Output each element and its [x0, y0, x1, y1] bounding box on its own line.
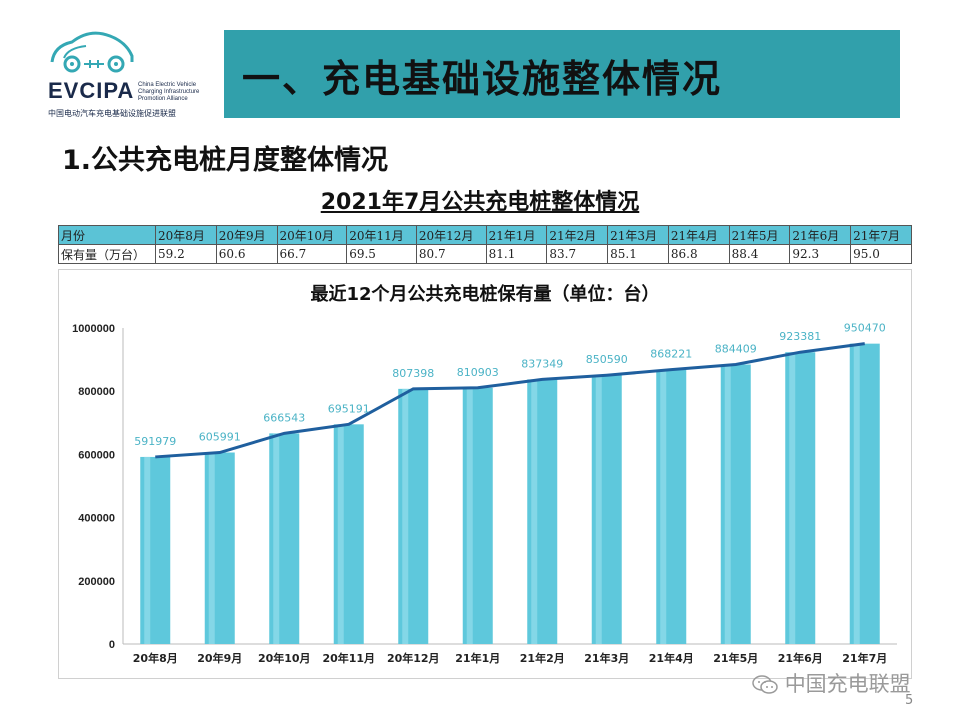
value-cell: 80.7 — [415, 244, 487, 264]
data-label: 666543 — [263, 411, 305, 424]
bar-highlight — [273, 433, 280, 644]
logo-chinese-name: 中国电动汽车充电基础设施促进联盟 — [48, 109, 176, 118]
bar-highlight — [337, 424, 344, 644]
month-header-cell: 21年5月 — [728, 225, 791, 245]
x-tick-label: 21年7月 — [842, 651, 887, 665]
data-label: 850590 — [586, 353, 628, 366]
value-cell: 86.8 — [667, 244, 730, 264]
bar-highlight — [466, 387, 473, 644]
wechat-icon — [752, 675, 778, 694]
trend-line — [155, 342, 865, 459]
x-tick-label: 21年4月 — [649, 651, 694, 665]
bar-highlight — [724, 364, 731, 644]
data-label: 837349 — [521, 357, 563, 370]
watermark-text: 中国充电联盟 — [784, 672, 911, 696]
x-tick-label: 21年5月 — [713, 651, 758, 665]
data-label: 695191 — [328, 402, 370, 415]
month-header-cell: 21年2月 — [546, 225, 609, 245]
data-label: 605991 — [199, 431, 241, 444]
value-cell: 81.1 — [485, 244, 548, 264]
value-cell: 83.7 — [546, 244, 609, 264]
y-tick-label: 400000 — [78, 513, 115, 525]
table-row: 保有量（万台） 59.2 60.6 66.7 69.5 80.7 81.1 83.7 85.1… — [58, 244, 912, 264]
y-tick-label: 0 — [109, 639, 115, 651]
section-heading: 1.公共充电桩月度整体情况 — [62, 145, 389, 176]
month-header-cell: 21年7月 — [850, 225, 912, 245]
month-header-cell: 21年1月 — [485, 225, 548, 245]
x-tick-label: 20年12月 — [387, 651, 440, 665]
month-header-cell: 20年8月 — [155, 225, 217, 245]
logo-english-name: China Electric Vehicle Charging Infrastr… — [138, 82, 200, 102]
bar-highlight — [595, 375, 602, 644]
bar-highlight — [208, 452, 215, 644]
data-label: 923381 — [779, 330, 821, 343]
value-cell: 69.5 — [346, 244, 417, 264]
value-cell: 92.3 — [789, 244, 852, 264]
month-header-cell: 20年11月 — [346, 225, 417, 245]
value-cell: 95.0 — [850, 244, 912, 264]
bar-highlight — [402, 388, 409, 644]
bar-highlight — [144, 456, 151, 644]
watermark: 中国充电联盟 — [752, 668, 911, 698]
evcipa-logo: EVCIPA China Electric Vehicle Charging I… — [40, 22, 210, 122]
month-header-cell: 21年3月 — [607, 225, 669, 245]
bar-highlight — [531, 379, 538, 644]
header-label-cell: 月份 — [58, 225, 156, 245]
bar-highlight — [853, 343, 860, 644]
value-cell: 88.4 — [728, 244, 791, 264]
summary-table: 月份 20年8月 20年9月 20年10月 20年11月 20年12月 21年1月 21年2… — [58, 225, 912, 264]
title-banner: 一、充电基础设施整体情况 — [224, 30, 900, 118]
y-tick-label: 600000 — [78, 449, 115, 461]
x-tick-label: 20年9月 — [197, 651, 242, 665]
slide-title: 一、充电基础设施整体情况 — [242, 57, 723, 101]
data-label: 591979 — [134, 435, 176, 448]
data-label: 868221 — [650, 348, 692, 361]
table-title: 2021年7月公共充电桩整体情况 — [320, 190, 640, 215]
month-header-cell: 20年10月 — [276, 225, 348, 245]
chart-container: 最近12个月公共充电桩保有量（单位：台） 0 200000 400000 600000 8… — [58, 269, 912, 679]
x-tick-label: 21年2月 — [520, 651, 565, 665]
month-header-cell: 20年9月 — [215, 225, 278, 245]
data-label: 807398 — [392, 367, 434, 380]
x-tick-label: 20年10月 — [258, 651, 311, 665]
data-label: 884409 — [715, 343, 757, 356]
bar-chart: 最近12个月公共充电桩保有量（单位：台） 0 200000 400000 600000 8… — [72, 283, 897, 665]
month-header-cell: 20年12月 — [415, 225, 487, 245]
chart-title: 最近12个月公共充电桩保有量（单位：台） — [310, 283, 659, 305]
data-label: 810903 — [457, 366, 499, 379]
y-tick-label: 200000 — [78, 576, 115, 588]
x-tick-label: 20年11月 — [322, 651, 375, 665]
x-tick-label: 21年6月 — [778, 651, 823, 665]
x-tick-label: 21年1月 — [455, 651, 500, 665]
x-tick-label: 21年3月 — [584, 651, 629, 665]
x-tick-label: 20年8月 — [133, 651, 178, 665]
table-header-row: 月份 20年8月 20年9月 20年10月 20年11月 20年12月 21年1月 21年2… — [58, 225, 912, 245]
row-label-cell: 保有量（万台） — [58, 244, 156, 264]
page-number: 5 — [905, 693, 914, 708]
y-tick-label: 800000 — [78, 386, 115, 398]
logo-name: EVCIPA — [48, 78, 135, 103]
data-label: 950470 — [844, 322, 886, 335]
month-header-cell: 21年6月 — [789, 225, 852, 245]
bar-highlight — [660, 369, 667, 644]
value-cell: 59.2 — [155, 244, 217, 264]
value-cell: 85.1 — [607, 244, 669, 264]
value-cell: 60.6 — [215, 244, 278, 264]
month-header-cell: 21年4月 — [667, 225, 730, 245]
y-tick-label: 1000000 — [72, 323, 115, 335]
bar-highlight — [789, 352, 796, 644]
value-cell: 66.7 — [276, 244, 348, 264]
electric-car-logo-icon — [50, 31, 134, 73]
